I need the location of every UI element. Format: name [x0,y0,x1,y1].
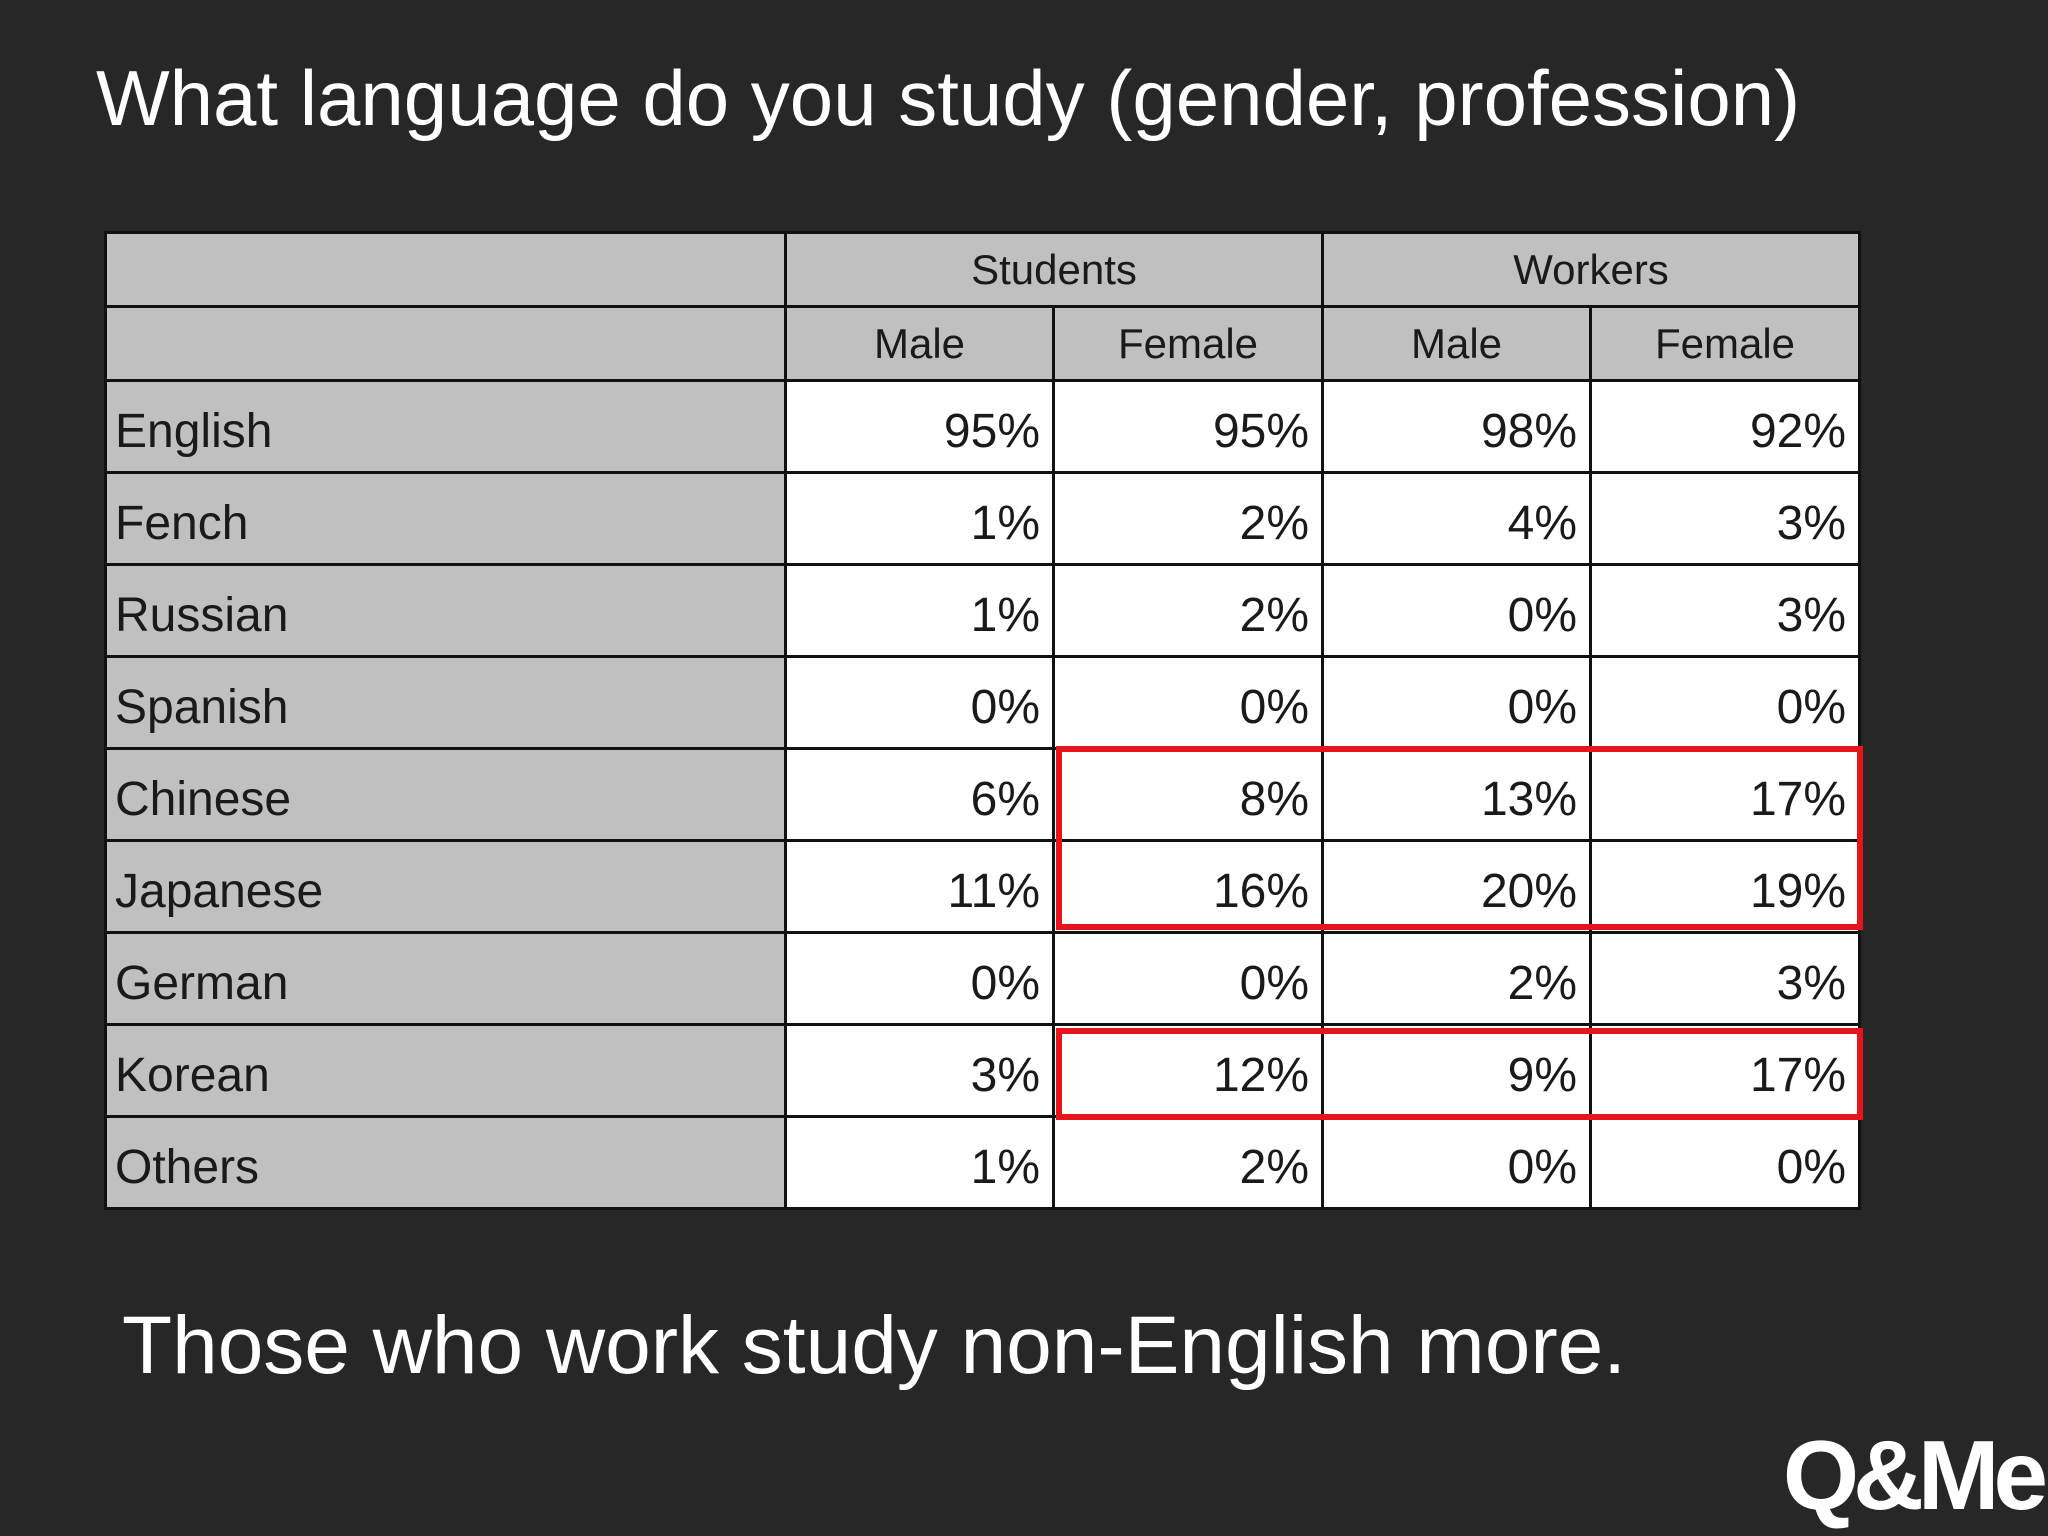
value-cell: 2% [1321,931,1593,1026]
value-cell: 19% [1589,839,1862,934]
table-row-french: Fench 1% 2% 4% 3% [104,471,1862,566]
group-header-row: Students Workers [104,231,1862,308]
table-row-others: Others 1% 2% 0% 0% [104,1115,1862,1210]
table-row-german: German 0% 0% 2% 3% [104,931,1862,1026]
value-cell: 98% [1321,379,1593,474]
value-cell: 8% [1051,747,1325,842]
table-row-korean: Korean 3% 12% 9% 17% [104,1023,1862,1118]
value-cell: 0% [1051,931,1325,1026]
group-header-students: Students [783,231,1325,308]
table-row-russian: Russian 1% 2% 0% 3% [104,563,1862,658]
language-table-container: Students Workers Male Female Male Female… [104,231,1862,1210]
language-label: English [104,379,787,474]
value-cell: 3% [784,1023,1055,1118]
value-cell: 3% [1589,471,1862,566]
sub-header-students-male: Male [784,305,1055,382]
value-cell: 1% [784,1115,1055,1210]
value-cell: 0% [784,655,1055,750]
value-cell: 0% [1051,655,1325,750]
sub-header-students-female: Female [1051,305,1325,382]
value-cell: 0% [1321,655,1593,750]
language-label: Fench [104,471,787,566]
table-row-japanese: Japanese 11% 16% 20% 19% [104,839,1862,934]
language-table: Students Workers Male Female Male Female… [104,231,1862,1210]
value-cell: 3% [1589,563,1862,658]
language-label: Chinese [104,747,787,842]
value-cell: 20% [1321,839,1593,934]
table-row-english: English 95% 95% 98% 92% [104,379,1862,474]
value-cell: 2% [1051,471,1325,566]
value-cell: 17% [1589,1023,1862,1118]
language-label: German [104,931,787,1026]
sub-header-workers-male: Male [1321,305,1593,382]
value-cell: 95% [1051,379,1325,474]
slide-title: What language do you study (gender, prof… [96,54,1801,142]
group-header-workers: Workers [1321,231,1862,308]
sub-header-workers-female: Female [1589,305,1862,382]
language-label: Others [104,1115,787,1210]
language-label: Russian [104,563,787,658]
value-cell: 1% [784,563,1055,658]
sub-header-corner-cell [104,305,787,382]
value-cell: 16% [1051,839,1325,934]
value-cell: 11% [784,839,1055,934]
value-cell: 3% [1589,931,1862,1026]
qandme-logo: Q&Me [1782,1420,2048,1530]
value-cell: 9% [1321,1023,1593,1118]
sub-header-row: Male Female Male Female [104,305,1862,382]
value-cell: 0% [784,931,1055,1026]
value-cell: 0% [1589,655,1862,750]
header-corner-cell [104,231,787,308]
value-cell: 2% [1051,563,1325,658]
slide-footnote: Those who work study non-English more. [122,1300,1627,1391]
value-cell: 92% [1589,379,1862,474]
value-cell: 13% [1321,747,1593,842]
value-cell: 0% [1321,1115,1593,1210]
value-cell: 12% [1051,1023,1325,1118]
value-cell: 6% [784,747,1055,842]
value-cell: 0% [1321,563,1593,658]
value-cell: 95% [784,379,1055,474]
table-row-spanish: Spanish 0% 0% 0% 0% [104,655,1862,750]
language-label: Spanish [104,655,787,750]
language-label: Japanese [104,839,787,934]
table-row-chinese: Chinese 6% 8% 13% 17% [104,747,1862,842]
value-cell: 17% [1589,747,1862,842]
value-cell: 2% [1051,1115,1325,1210]
value-cell: 1% [784,471,1055,566]
value-cell: 4% [1321,471,1593,566]
value-cell: 0% [1589,1115,1862,1210]
language-label: Korean [104,1023,787,1118]
